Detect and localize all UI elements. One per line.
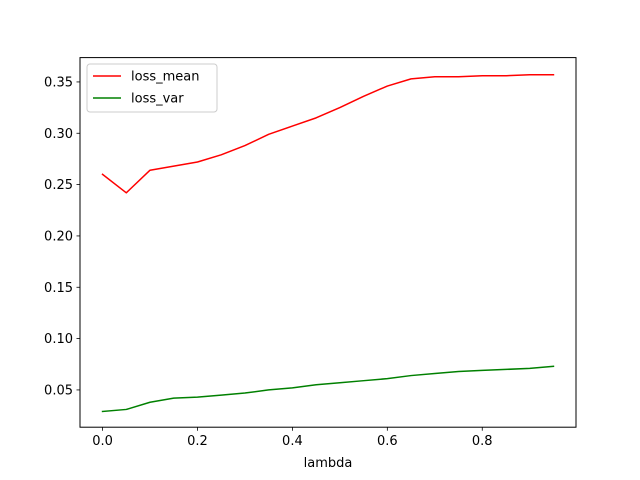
series-line-loss-mean xyxy=(101,74,555,194)
y-tick-label: 0.30 xyxy=(44,127,73,142)
x-tick-label: 0.0 xyxy=(92,434,113,449)
y-tick-label: 0.10 xyxy=(44,332,73,347)
x-axis: 0.0 0.2 0.4 0.6 0.8 xyxy=(92,427,493,449)
plot-lines xyxy=(101,74,555,413)
legend-label: loss_var xyxy=(131,92,184,107)
y-axis: 0.05 0.10 0.15 0.20 0.25 0.30 0.35 xyxy=(44,75,80,398)
series-line-loss-var xyxy=(101,365,555,413)
legend: loss_mean loss_var xyxy=(86,63,218,113)
x-tick-label: 0.8 xyxy=(472,434,493,449)
x-tick-label: 0.4 xyxy=(282,434,303,449)
y-tick-label: 0.35 xyxy=(44,75,73,90)
y-tick-label: 0.15 xyxy=(44,281,73,296)
legend-label: loss_mean xyxy=(131,70,199,85)
x-axis-label: lambda xyxy=(304,456,353,471)
x-tick-label: 0.6 xyxy=(377,434,398,449)
plot-frame xyxy=(79,57,577,428)
y-tick-label: 0.25 xyxy=(44,178,73,193)
x-tick-label: 0.2 xyxy=(187,434,208,449)
y-tick-label: 0.20 xyxy=(44,229,73,244)
y-tick-label: 0.05 xyxy=(44,383,73,398)
